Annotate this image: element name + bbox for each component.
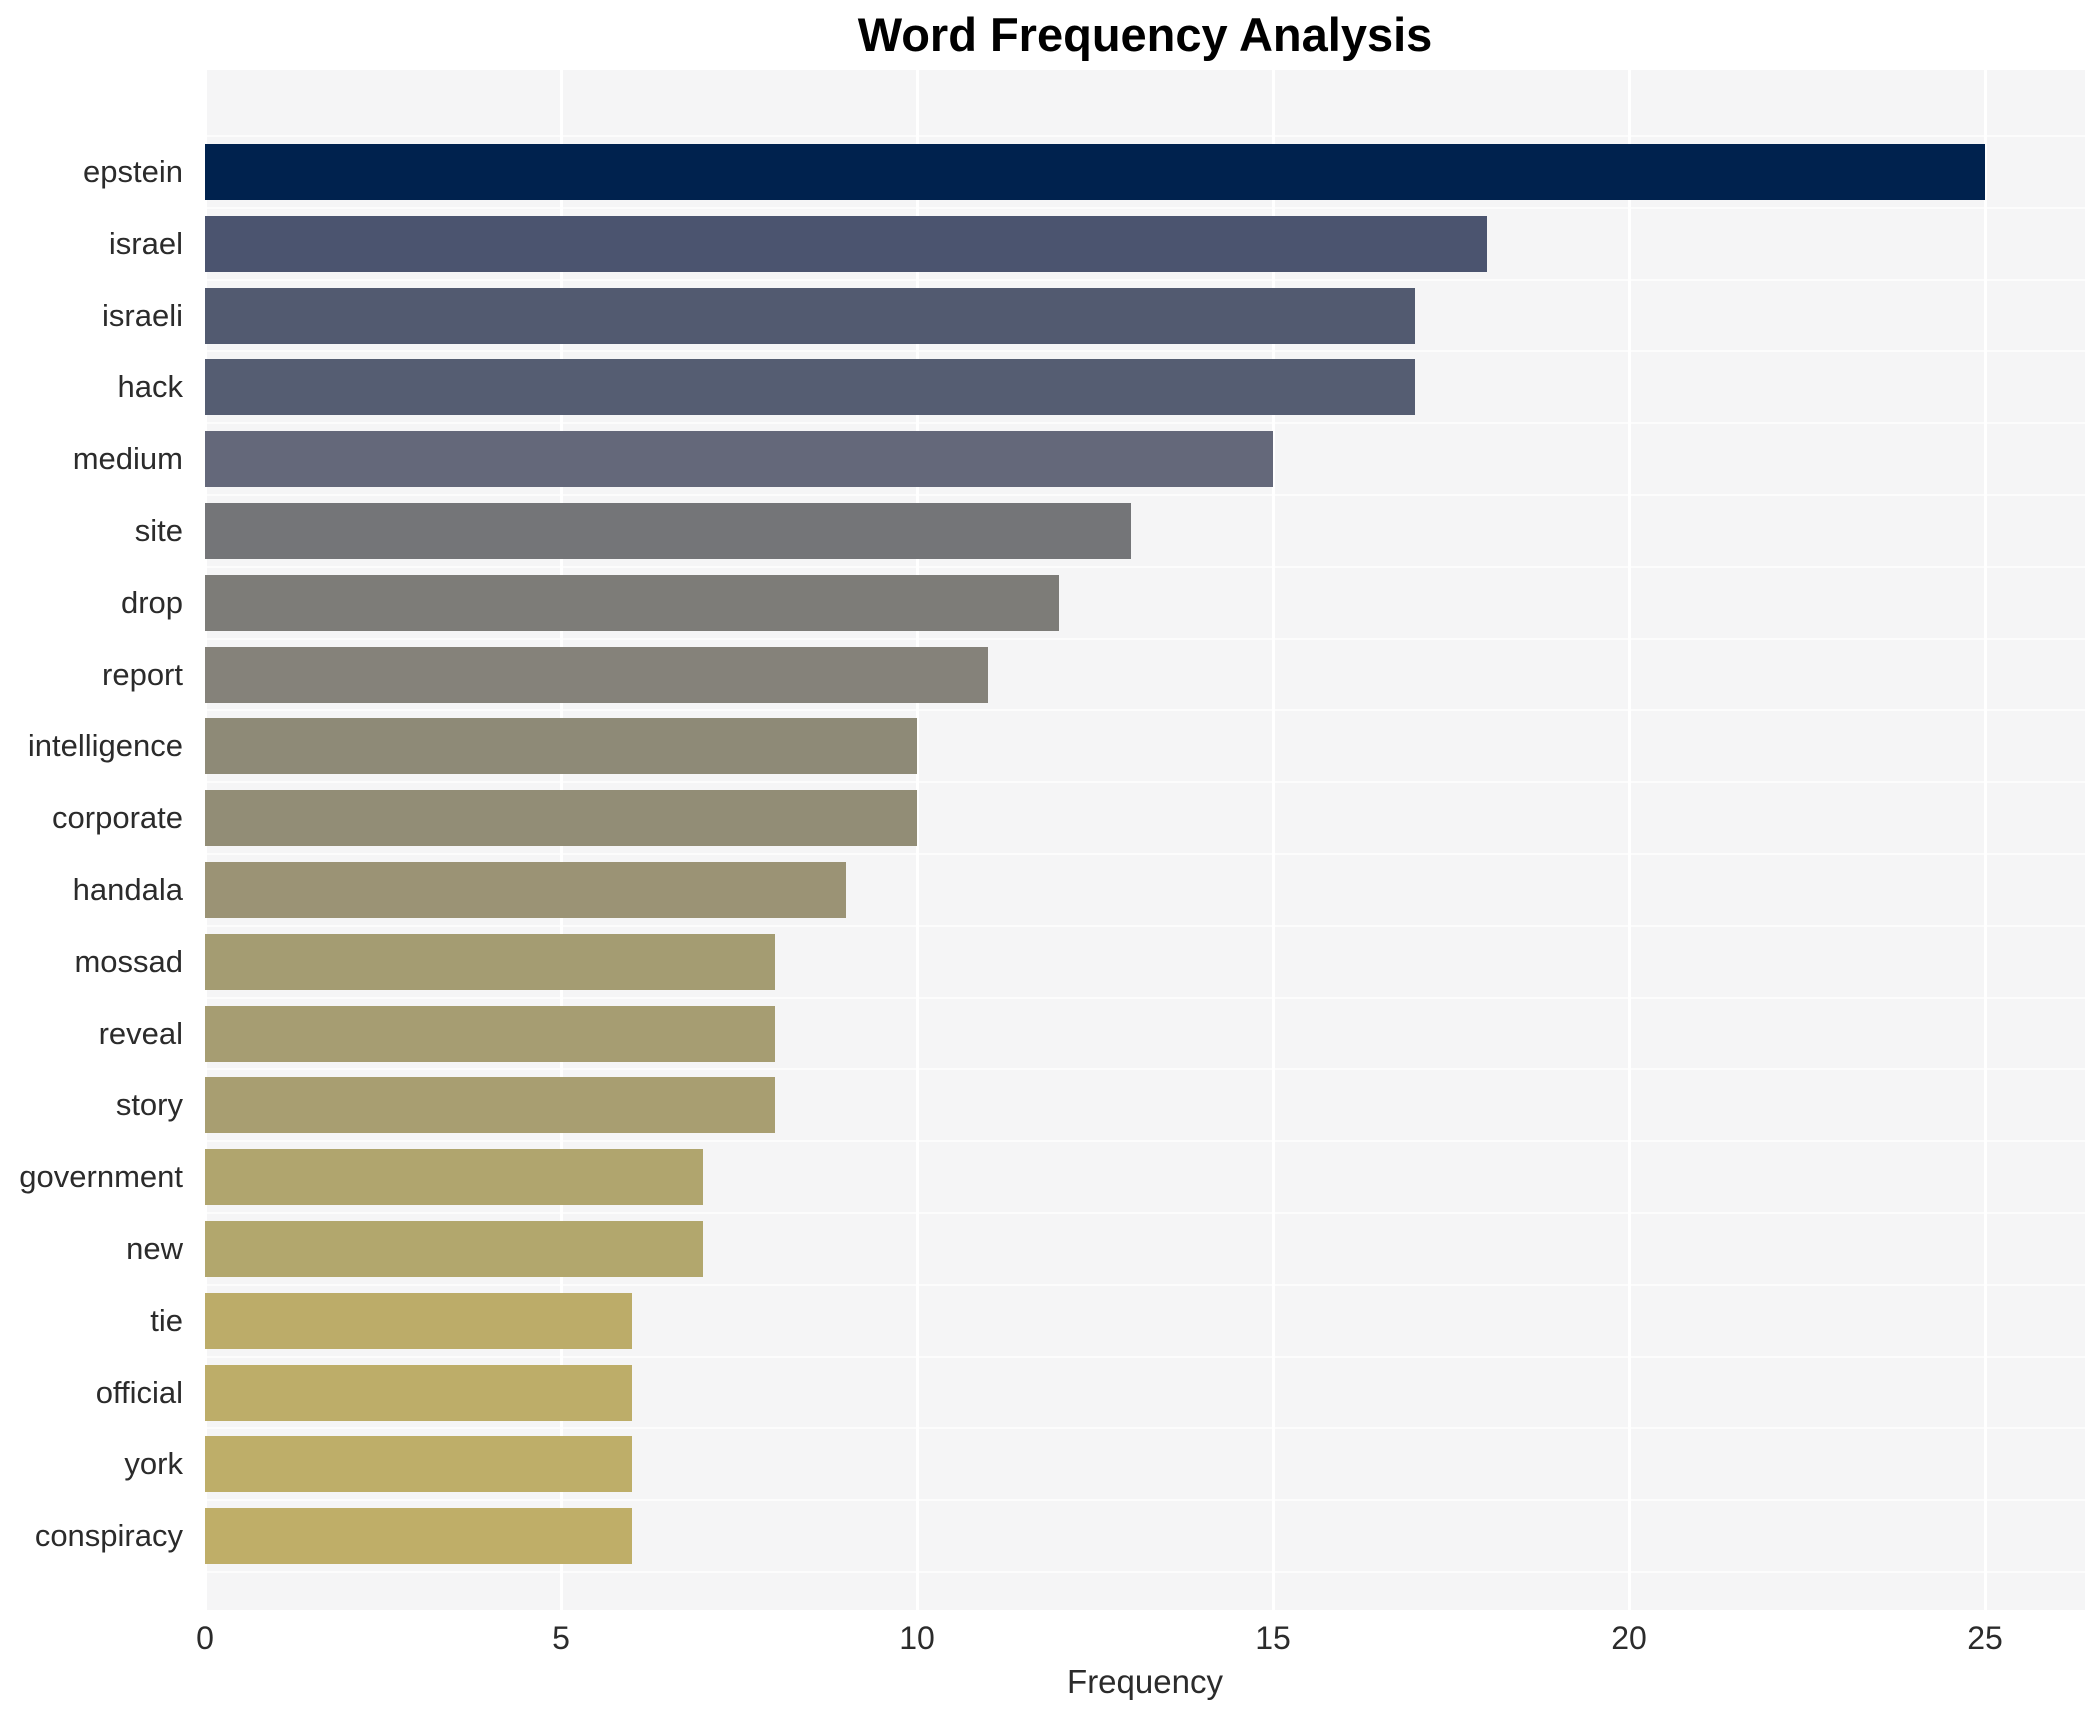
bar-israeli [205,287,1416,344]
bar-reveal [205,1005,775,1062]
x-axis-title: Frequency [1067,1663,1223,1700]
y-axis-label-government: government [19,1159,183,1195]
horizontal-gridline [205,1140,2085,1143]
horizontal-gridline [205,924,2085,927]
bar-handala [205,862,846,918]
y-axis-label-mossad: mossad [74,943,183,979]
horizontal-gridline [205,422,2085,425]
x-tick-label: 5 [552,1620,570,1656]
horizontal-gridline [205,494,2085,496]
y-axis-label-hack: hack [117,369,183,405]
bar-intelligence [205,718,917,775]
y-axis-label-reveal: reveal [98,1015,183,1051]
horizontal-gridline [205,709,2085,712]
bar-story [205,1077,775,1134]
horizontal-gridline [205,1283,2085,1286]
bar-new [205,1221,704,1277]
horizontal-gridline [205,1355,2085,1358]
y-axis-label-intelligence: intelligence [27,728,183,764]
plot-area [204,70,2085,1610]
y-axis-label-york: york [124,1446,183,1482]
chart-title: Word Frequency Analysis [857,8,1433,61]
bar-medium [205,431,1273,488]
vertical-gridline [1272,70,1275,1610]
horizontal-gridline [205,206,2085,209]
y-axis-label-medium: medium [72,441,183,477]
y-axis-label-drop: drop [120,584,183,620]
y-axis-label-new: new [126,1231,183,1266]
x-tick-label: 0 [196,1620,214,1656]
horizontal-gridline [205,1499,2085,1502]
horizontal-gridline [205,135,2085,137]
bar-corporate [205,790,917,847]
x-tick-label: 10 [899,1620,935,1656]
vertical-gridline [916,70,919,1610]
y-axis-label-israel: israel [108,225,183,261]
bar-conspiracy [205,1508,633,1565]
x-tick-label: 15 [1255,1620,1291,1656]
bar-drop [205,574,1060,631]
horizontal-gridline [205,565,2085,568]
horizontal-gridline [205,996,2085,999]
bar-report [205,646,989,703]
y-axis-label-handala: handala [72,872,183,907]
bar-government [205,1149,704,1206]
bar-york [205,1436,633,1493]
y-axis-label-tie: tie [150,1302,183,1338]
x-tick-label: 25 [1967,1620,2003,1656]
horizontal-gridline [205,1212,2085,1214]
horizontal-gridline [205,1571,2085,1573]
y-axis-label-report: report [102,656,183,692]
horizontal-gridline [205,278,2085,281]
bar-official [205,1364,633,1421]
horizontal-gridline [205,781,2085,784]
y-axis-label-israeli: israeli [102,297,183,333]
horizontal-gridline [205,853,2085,855]
y-axis-label-corporate: corporate [52,800,183,836]
y-axis-label-conspiracy: conspiracy [34,1518,183,1554]
vertical-gridline [1628,70,1631,1610]
vertical-gridline [1984,70,1987,1610]
y-axis-label-site: site [134,513,183,548]
bar-israel [205,215,1487,272]
horizontal-gridline [205,637,2085,640]
horizontal-gridline [205,1427,2085,1430]
bar-site [205,503,1131,559]
bar-mossad [205,933,775,990]
y-axis-label-epstein: epstein [83,154,183,189]
bar-tie [205,1292,633,1349]
bar-epstein [205,144,1985,200]
horizontal-gridline [205,1068,2085,1071]
y-axis-label-official: official [95,1374,183,1410]
bar-hack [205,359,1416,416]
horizontal-gridline [205,350,2085,353]
x-tick-label: 20 [1611,1620,1647,1656]
y-axis-label-story: story [115,1087,183,1123]
